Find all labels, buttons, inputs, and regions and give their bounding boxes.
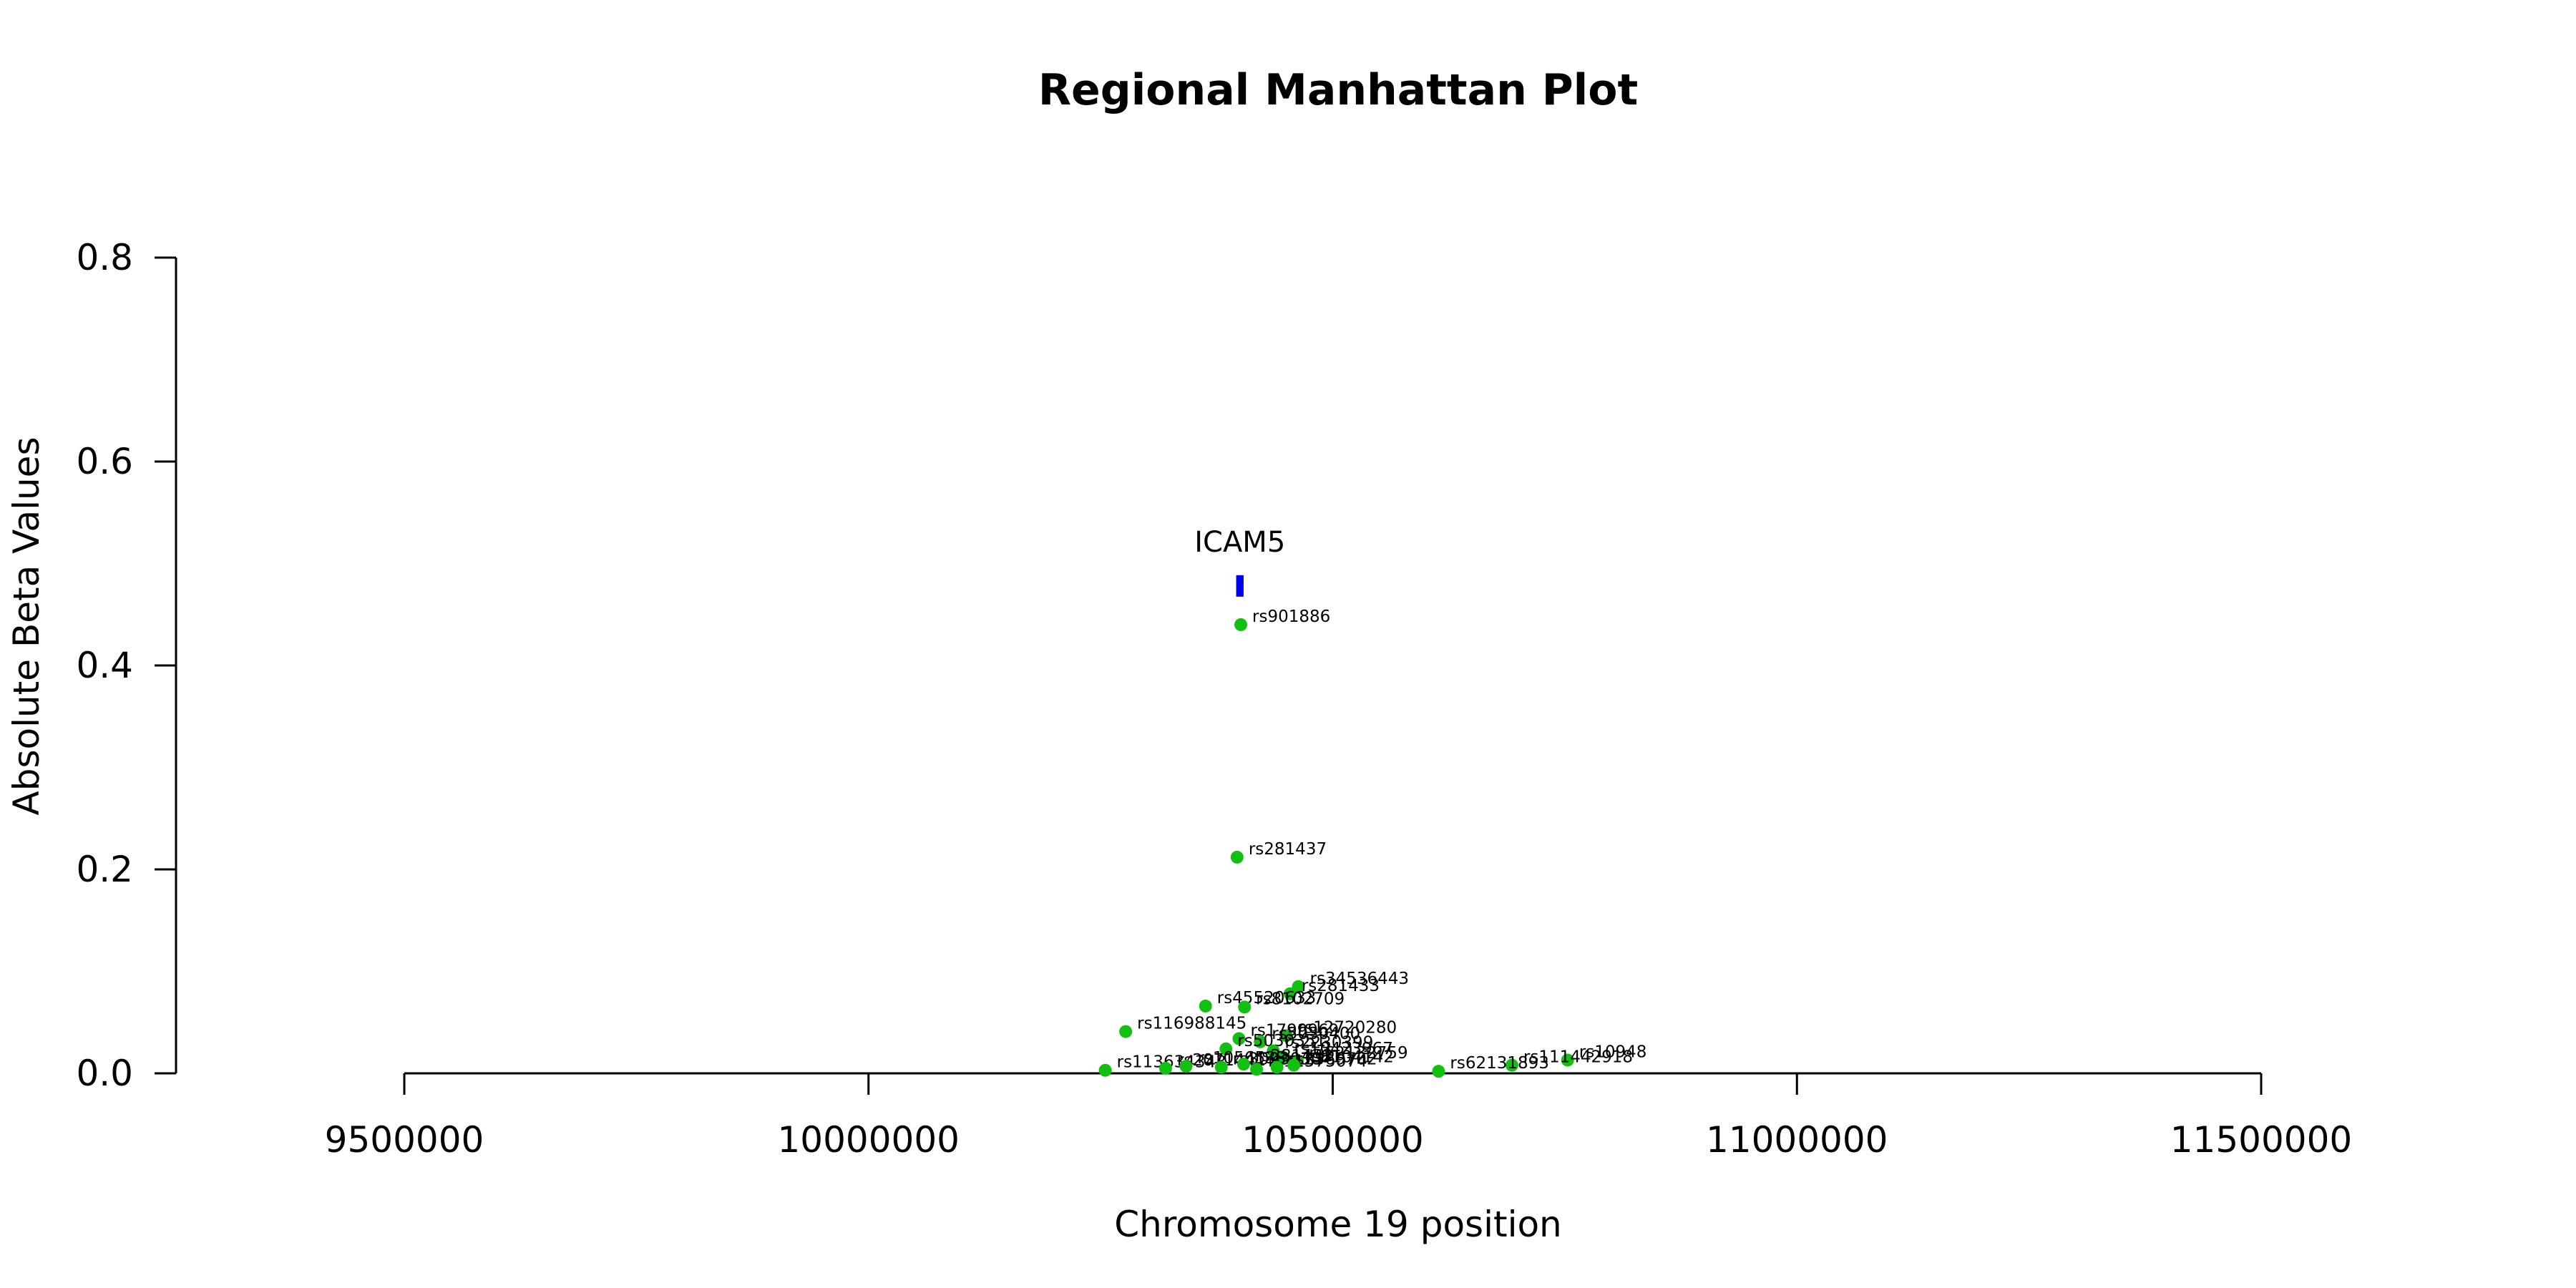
y-tick-label: 0.8 [76, 237, 133, 278]
point-label: rs10948 [1579, 1043, 1647, 1061]
data-point [1098, 1063, 1112, 1077]
point-label: rs8104142 [1305, 1048, 1394, 1067]
point-label: rs2569702 [1289, 1050, 1377, 1068]
data-point [1214, 1060, 1228, 1074]
point-label: rs62131893 [1450, 1054, 1549, 1073]
x-tick-label: 11000000 [1706, 1119, 1888, 1161]
data-point [1236, 1058, 1250, 1071]
axes: 0.0 0.2 0.4 0.6 0.8 9500000 10000000 10500000 11… [76, 237, 2352, 1161]
data-point [1505, 1058, 1518, 1072]
point-label: rs2230399 [1284, 1034, 1373, 1053]
y-tick-label: 0.6 [76, 441, 133, 482]
point-label: rs12720280 [1298, 1018, 1397, 1037]
data-point [1230, 850, 1244, 864]
snp-points: rs901886 rs281437 rs34536443rs281433rs4552… [1098, 608, 1647, 1078]
point-label: rs116988145 [1137, 1015, 1246, 1033]
data-point [1270, 1060, 1284, 1074]
x-tick-label: 10500000 [1241, 1119, 1424, 1161]
data-point [1232, 1032, 1246, 1045]
data-point [1267, 1044, 1280, 1058]
x-tick-label: 11500000 [2170, 1119, 2353, 1161]
data-point [1179, 1060, 1193, 1073]
data-point [1276, 1050, 1289, 1064]
data-point [1119, 1025, 1133, 1038]
data-point [1432, 1065, 1445, 1078]
gene-bar [1236, 575, 1244, 597]
point-label: rs45520633 [1217, 989, 1317, 1008]
point-label: rs281433 [1302, 977, 1380, 995]
data-point [1199, 999, 1212, 1013]
point-label: rs62132759 [1309, 1044, 1408, 1063]
y-tick-label: 0.2 [76, 849, 133, 890]
data-point [1219, 1042, 1233, 1055]
point-label: rs10423967 [1294, 1040, 1393, 1058]
chart-title: Regional Manhattan Plot [1038, 65, 1638, 115]
y-tick-label: 0.4 [76, 645, 133, 686]
data-point [1279, 1029, 1293, 1043]
data-point [1158, 1061, 1172, 1075]
data-point [1234, 618, 1248, 631]
data-point [1250, 1063, 1264, 1076]
point-label: rs901886 [1252, 608, 1330, 626]
data-point [1292, 980, 1305, 993]
point-label: rs8102709 [1256, 990, 1345, 1008]
gene-label: ICAM5 [1194, 526, 1285, 559]
point-label: rs11575074 [1268, 1052, 1367, 1070]
point-label: rs5030400 [1272, 1025, 1360, 1043]
data-point [1238, 1000, 1252, 1014]
x-tick-label: 10000000 [778, 1119, 960, 1161]
point-label: rs34536443 [1309, 970, 1409, 988]
gene-track: ICAM5 [1194, 526, 1285, 597]
x-tick-label: 9500000 [325, 1119, 484, 1161]
y-axis-label: Absolute Beta Values [6, 437, 47, 816]
x-axis-label: Chromosome 19 position [1114, 1204, 1562, 1245]
data-point [1287, 1058, 1301, 1072]
point-label: rs281437 [1249, 840, 1327, 859]
data-point [1561, 1053, 1574, 1067]
data-point [1283, 987, 1297, 1000]
point-label: rs1799969 [1250, 1022, 1339, 1040]
data-point [1254, 1035, 1267, 1048]
y-tick-label: 0.0 [76, 1053, 133, 1094]
point-label: rs111442918 [1523, 1048, 1633, 1067]
point-label: rs5030351 [1237, 1032, 1326, 1050]
